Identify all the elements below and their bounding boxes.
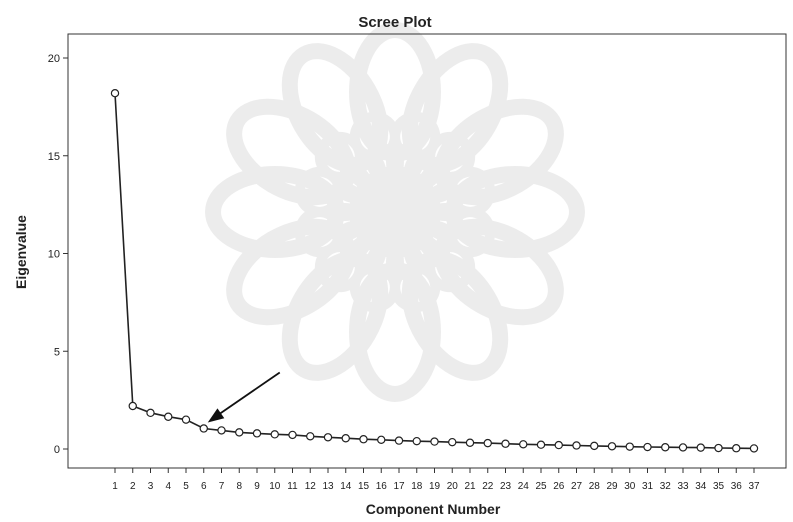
x-tick-label: 2 [130, 481, 136, 492]
x-tick-label: 25 [535, 481, 547, 492]
data-point [217, 426, 226, 435]
y-axis-title: Eigenvalue [13, 215, 29, 289]
data-point [590, 441, 599, 451]
data-point [696, 443, 705, 452]
x-tick-label: 20 [447, 481, 459, 492]
data-point [359, 435, 368, 444]
data-point [164, 412, 173, 421]
x-tick-label: 37 [748, 481, 760, 492]
data-point [465, 438, 475, 447]
x-tick-label: 18 [411, 481, 423, 492]
data-point [252, 429, 262, 438]
x-tick-label: 13 [322, 481, 334, 492]
data-point [536, 440, 546, 449]
x-tick-label: 26 [553, 481, 565, 492]
rosette-watermark-icon [205, 22, 585, 402]
data-points [110, 88, 759, 453]
x-tick-label: 11 [287, 481, 298, 492]
x-tick-label: 6 [201, 481, 207, 492]
data-point [678, 443, 688, 452]
data-point [181, 415, 191, 424]
data-point [394, 436, 404, 445]
data-point [288, 430, 297, 440]
data-point [341, 434, 350, 443]
x-tick-label: 28 [589, 481, 601, 492]
x-tick-label: 30 [624, 481, 636, 492]
x-tick-label: 19 [429, 481, 441, 492]
x-tick-label: 32 [660, 481, 672, 492]
x-tick-label: 29 [606, 481, 618, 492]
x-tick-label: 22 [482, 481, 494, 492]
data-point [323, 433, 333, 442]
data-point [749, 444, 759, 453]
data-point [643, 442, 652, 452]
x-tick-label: 14 [340, 481, 352, 492]
x-tick-label: 31 [642, 481, 654, 492]
x-tick-label: 21 [464, 481, 476, 492]
x-tick-label: 4 [165, 481, 171, 492]
data-point [732, 444, 741, 453]
x-tick-label: 9 [254, 481, 260, 492]
x-tick-label: 27 [571, 481, 583, 492]
data-point [128, 401, 137, 411]
x-tick-label: 7 [219, 481, 225, 492]
data-point [554, 440, 563, 450]
x-tick-label: 15 [358, 481, 370, 492]
x-tick-label: 12 [305, 481, 317, 492]
y-tick-label: 10 [48, 249, 60, 261]
chart-title: Scree Plot [358, 14, 431, 31]
data-point [625, 442, 634, 451]
x-tick-label: 3 [148, 481, 154, 492]
y-tick-label: 5 [54, 346, 60, 358]
data-point [110, 88, 120, 98]
data-point [519, 440, 528, 449]
x-tick-label: 1 [112, 481, 118, 492]
data-point [270, 430, 279, 439]
data-point [235, 428, 244, 437]
data-point [430, 437, 439, 446]
x-axis-title: Component Number [366, 501, 501, 517]
y-tick-label: 0 [54, 444, 60, 456]
arrow-shaft [215, 371, 281, 418]
data-point [377, 435, 386, 445]
x-tick-label: 8 [236, 481, 242, 492]
y-tick-label: 20 [48, 53, 60, 65]
data-point [661, 443, 670, 452]
x-tick-label: 5 [183, 481, 189, 492]
data-point [306, 432, 315, 441]
data-point [572, 441, 581, 450]
data-point [714, 443, 723, 453]
data-point [501, 439, 510, 448]
arrow-head [207, 408, 225, 423]
x-tick-label: 33 [677, 481, 689, 492]
data-point [483, 438, 492, 448]
x-tick-label: 34 [695, 481, 707, 492]
data-point [412, 436, 421, 446]
data-point [146, 408, 155, 418]
data-point [448, 437, 457, 447]
x-tick-label: 16 [376, 481, 388, 492]
x-tick-label: 23 [500, 481, 512, 492]
y-axis-ticks: 0 5 10 15 20 [48, 53, 68, 456]
x-tick-label: 24 [518, 481, 530, 492]
x-axis-ticks: 1 2 3 4 5 6 7 8 9 10 11 12 13 14 15 16 17 18 19 20 21 22 23 24 2… [112, 468, 760, 492]
data-point [607, 442, 617, 451]
x-tick-label: 36 [731, 481, 743, 492]
x-tick-label: 35 [713, 481, 725, 492]
x-tick-label: 17 [393, 481, 405, 492]
data-point [199, 424, 208, 433]
x-tick-label: 10 [269, 481, 281, 492]
elbow-arrow-annotation [207, 371, 281, 423]
y-tick-label: 15 [48, 151, 60, 163]
